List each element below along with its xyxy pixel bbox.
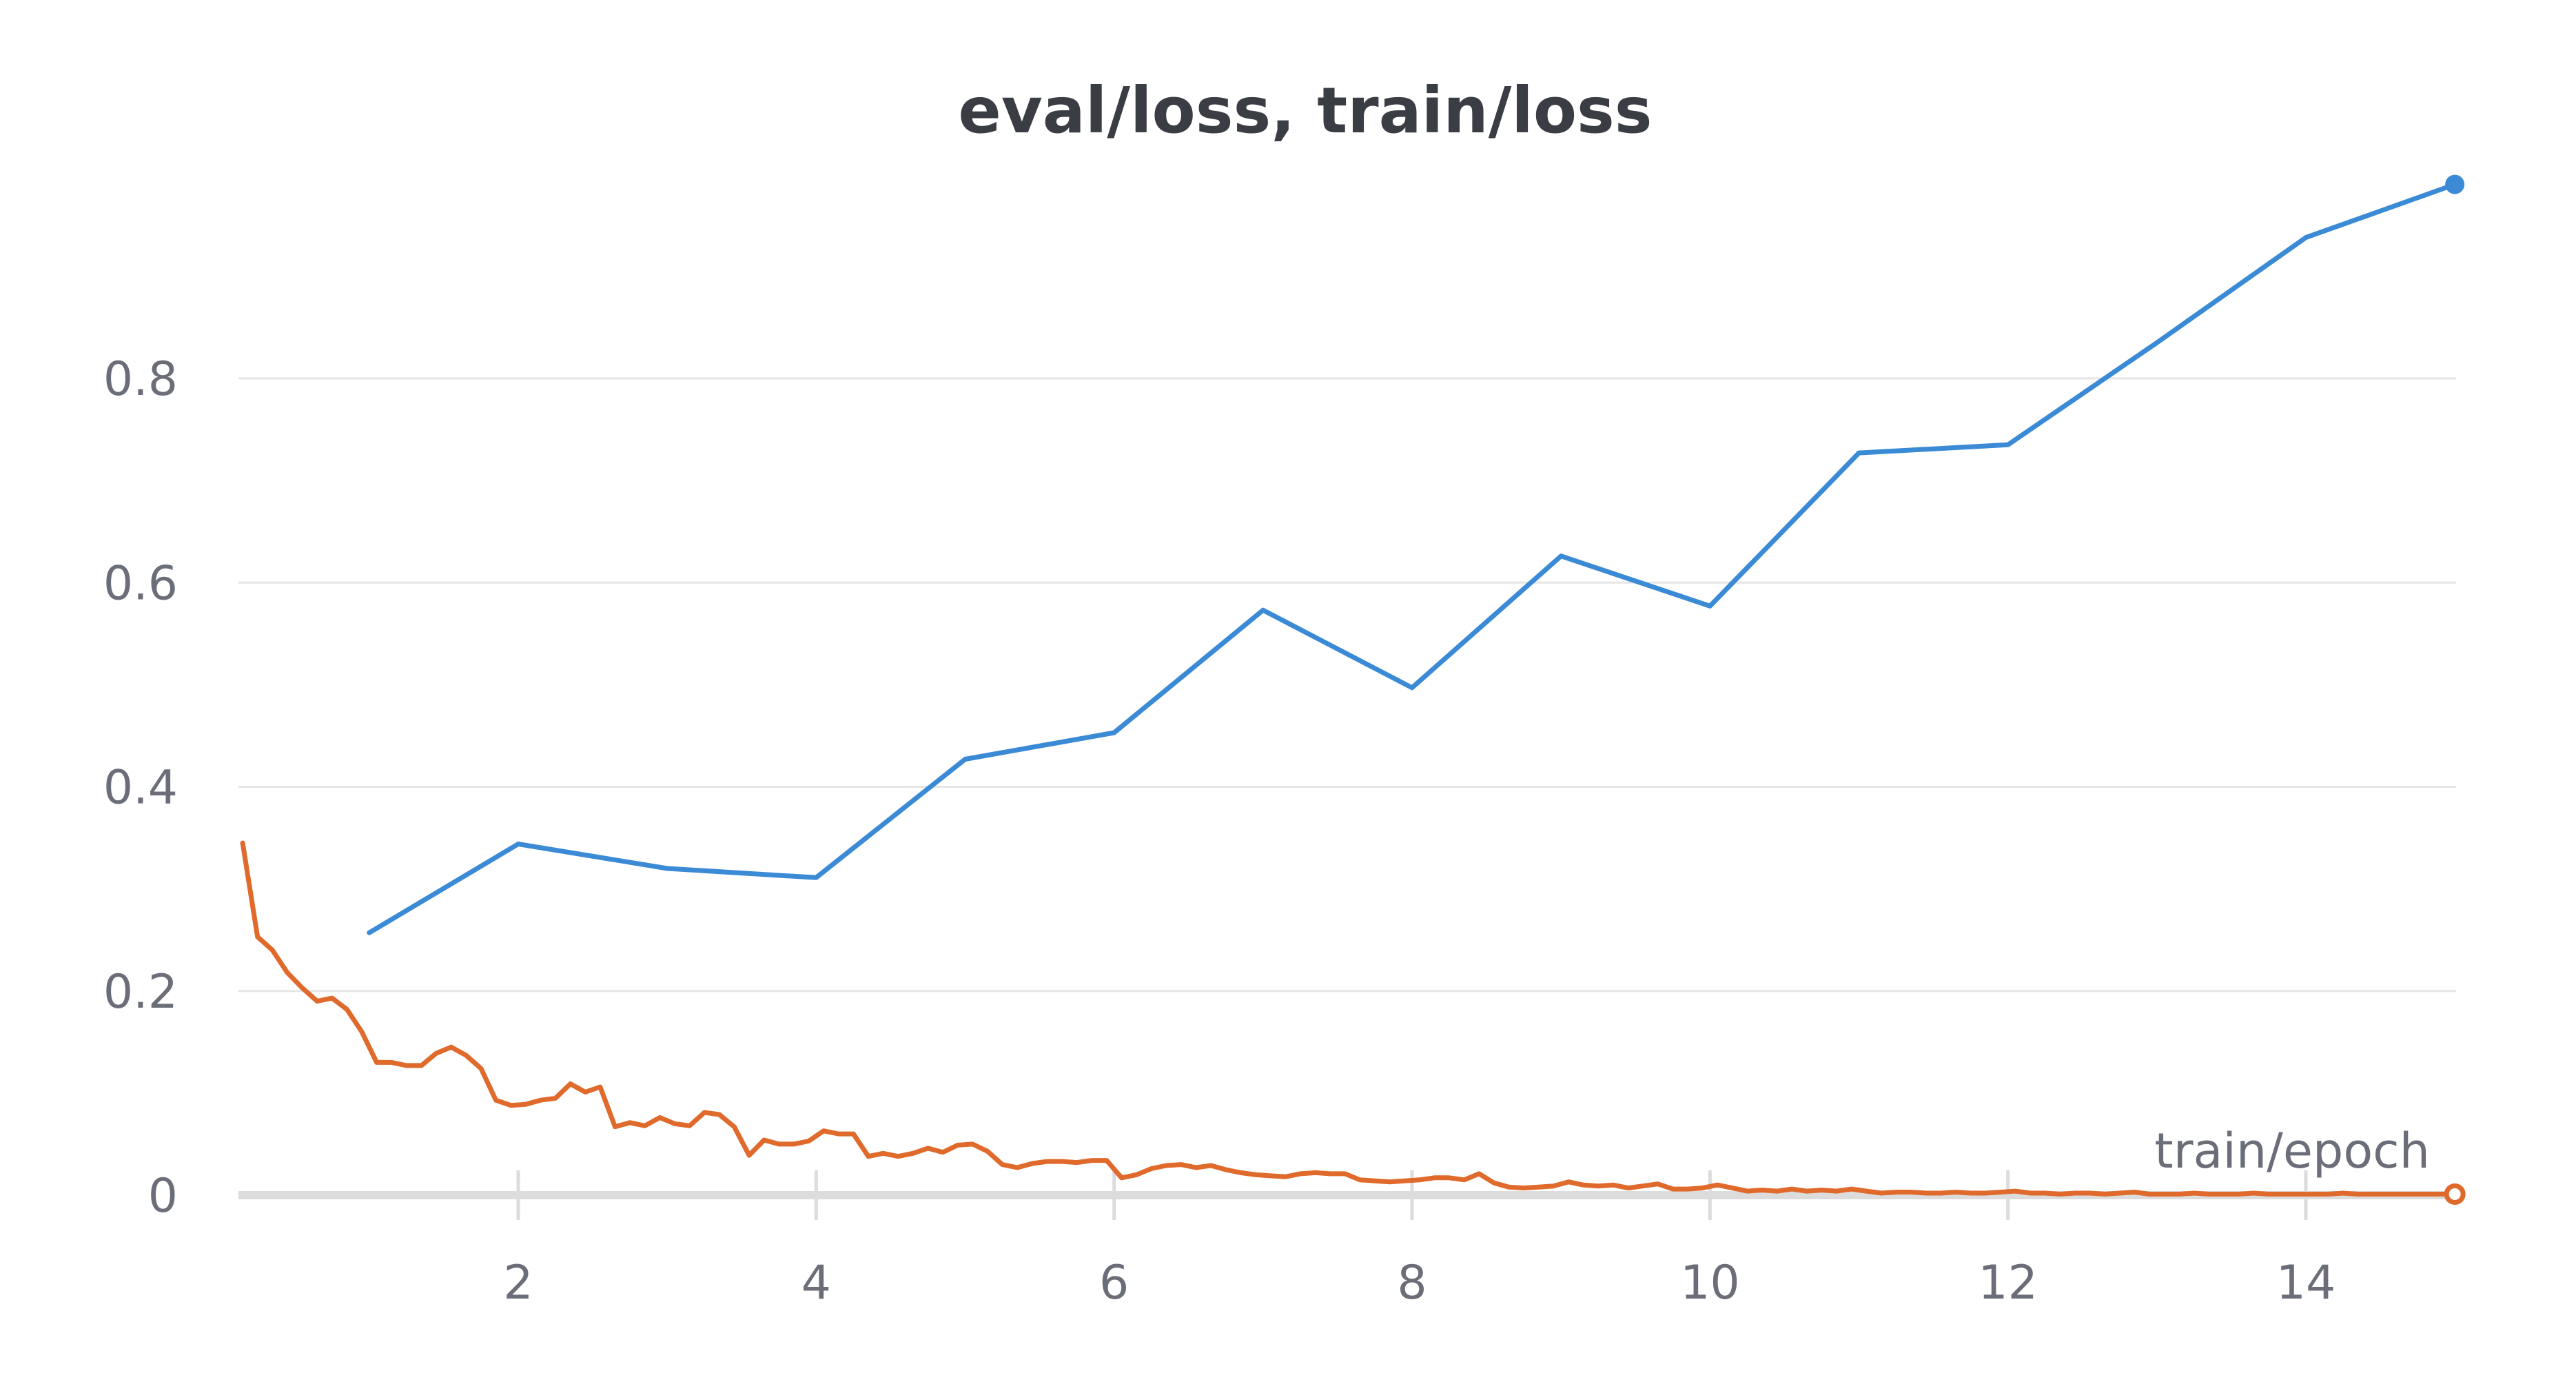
chart-title: eval/loss, train/loss bbox=[958, 74, 1652, 148]
x-tick-label: 2 bbox=[503, 1256, 533, 1310]
y-tick-label: 0.4 bbox=[103, 761, 178, 815]
x-tick-label: 10 bbox=[1680, 1256, 1740, 1310]
eval-loss-series-line bbox=[367, 182, 2457, 935]
y-tick-label: 0.8 bbox=[103, 352, 178, 407]
eval-loss-series-end-point bbox=[2445, 174, 2465, 194]
x-tick-label: 12 bbox=[1978, 1256, 2038, 1310]
x-tick-label: 6 bbox=[1099, 1256, 1129, 1310]
y-tick-label: 0.2 bbox=[103, 965, 178, 1019]
series-layer bbox=[240, 174, 2466, 1206]
x-tick-label: 4 bbox=[801, 1256, 831, 1310]
y-axis: 0 0.2 0.4 0.6 0.8 bbox=[103, 352, 178, 1223]
y-tick-label: 0 bbox=[148, 1169, 178, 1223]
y-tick-label: 0.6 bbox=[103, 556, 178, 611]
x-tick-label: 14 bbox=[2276, 1256, 2336, 1310]
x-axis-label: train/epoch bbox=[2154, 1123, 2430, 1179]
x-axis: 2 4 6 8 10 12 14 bbox=[503, 1170, 2335, 1310]
train-loss-series-line bbox=[240, 840, 2457, 1197]
grid-layer bbox=[238, 377, 2456, 1199]
train-loss-series-end-point bbox=[2444, 1183, 2466, 1206]
x-tick-label: 8 bbox=[1397, 1256, 1427, 1310]
